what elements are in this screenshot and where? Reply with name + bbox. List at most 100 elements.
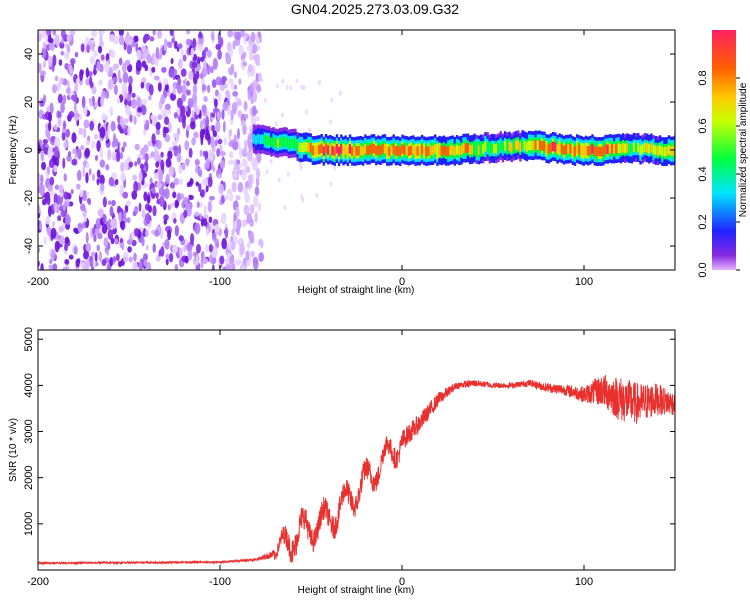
noise-blob xyxy=(177,43,183,49)
noise-blob xyxy=(186,30,191,35)
snr-ytick-label: 1000 xyxy=(23,512,35,536)
signal-cell xyxy=(541,141,544,151)
noise-blob xyxy=(146,261,152,270)
noise-blob xyxy=(65,42,69,49)
noise-blob xyxy=(189,233,195,245)
signal-cell xyxy=(600,146,603,157)
noise-blob xyxy=(154,229,160,237)
noise-blob xyxy=(203,204,207,216)
noise-blob xyxy=(329,119,333,125)
noise-blob xyxy=(247,174,253,185)
noise-blob xyxy=(125,104,131,116)
noise-blob xyxy=(136,157,141,165)
signal-cell xyxy=(610,144,614,154)
noise-blob xyxy=(71,132,77,144)
noise-blob xyxy=(253,195,259,208)
noise-blob xyxy=(65,215,71,225)
noise-blob xyxy=(91,86,97,95)
noise-blob xyxy=(91,95,95,106)
noise-blob xyxy=(198,32,203,39)
noise-blob xyxy=(199,213,203,220)
noise-blob xyxy=(167,204,171,211)
signal-cell xyxy=(455,144,459,155)
signal-cell xyxy=(392,143,395,154)
noise-blob xyxy=(244,113,249,120)
signal-cell xyxy=(608,143,612,154)
signal-cell xyxy=(530,140,533,151)
noise-blob xyxy=(173,40,178,50)
noise-blob xyxy=(60,210,66,218)
noise-blob xyxy=(92,227,95,236)
noise-blob xyxy=(307,127,311,133)
noise-blob xyxy=(107,200,112,206)
noise-blob xyxy=(38,145,42,154)
signal-cell xyxy=(560,144,564,154)
noise-blob xyxy=(194,222,201,235)
noise-blob xyxy=(180,68,187,77)
signal-cell xyxy=(490,143,494,154)
signal-cell xyxy=(580,145,583,156)
noise-blob xyxy=(208,216,213,224)
noise-blob xyxy=(172,191,177,199)
noise-blob xyxy=(178,178,184,185)
noise-blob xyxy=(176,84,183,94)
noise-blob xyxy=(75,148,82,158)
signal-cell xyxy=(499,140,502,151)
noise-blob xyxy=(108,34,115,43)
noise-blob xyxy=(120,161,125,172)
signal-cell xyxy=(591,143,594,154)
noise-blob xyxy=(199,56,205,62)
noise-blob xyxy=(52,30,57,36)
spectrogram-xtick-label: -100 xyxy=(209,276,231,288)
noise-blob xyxy=(120,220,126,231)
noise-blob xyxy=(200,189,205,198)
noise-blob xyxy=(39,183,45,196)
noise-blob xyxy=(249,203,255,215)
noise-blob xyxy=(144,212,151,225)
noise-blob xyxy=(122,71,129,84)
noise-blob xyxy=(244,193,251,204)
noise-blob xyxy=(240,265,246,270)
signal-cell xyxy=(575,143,579,154)
signal-cell xyxy=(344,144,347,155)
colorbar-label: Normalized spectral amplitude xyxy=(738,82,749,217)
noise-blob xyxy=(82,165,86,178)
noise-blob xyxy=(228,129,233,137)
noise-blob xyxy=(207,200,213,213)
signal-cell xyxy=(403,145,406,155)
noise-blob xyxy=(258,239,263,247)
noise-blob xyxy=(250,250,255,258)
noise-blob xyxy=(73,246,78,255)
noise-blob xyxy=(122,62,127,74)
noise-blob xyxy=(53,201,58,212)
signal-cell xyxy=(307,142,310,153)
noise-blob xyxy=(190,47,195,59)
noise-blob xyxy=(214,89,219,97)
noise-blob xyxy=(106,249,110,256)
noise-blob xyxy=(172,132,177,139)
noise-blob xyxy=(38,204,41,214)
noise-blob xyxy=(285,84,289,90)
signal-cell xyxy=(412,144,415,155)
noise-blob xyxy=(70,94,77,101)
noise-blob xyxy=(58,226,64,233)
signal-cell xyxy=(595,146,599,157)
noise-blob xyxy=(133,35,139,43)
signal-cell xyxy=(278,137,282,148)
signal-cell xyxy=(261,134,264,144)
signal-cell xyxy=(340,144,343,154)
signal-cell xyxy=(375,146,378,156)
noise-blob xyxy=(192,83,198,96)
noise-blob xyxy=(247,241,251,249)
noise-blob xyxy=(41,47,47,59)
noise-blob xyxy=(144,152,149,163)
signal-cell xyxy=(567,144,570,154)
noise-blob xyxy=(286,172,290,178)
noise-blob xyxy=(156,30,163,40)
noise-blob xyxy=(84,147,91,158)
noise-blob xyxy=(201,104,207,114)
noise-blob xyxy=(93,234,97,243)
signal-cell xyxy=(287,139,291,149)
noise-blob xyxy=(47,147,53,160)
noise-blob xyxy=(205,115,210,128)
